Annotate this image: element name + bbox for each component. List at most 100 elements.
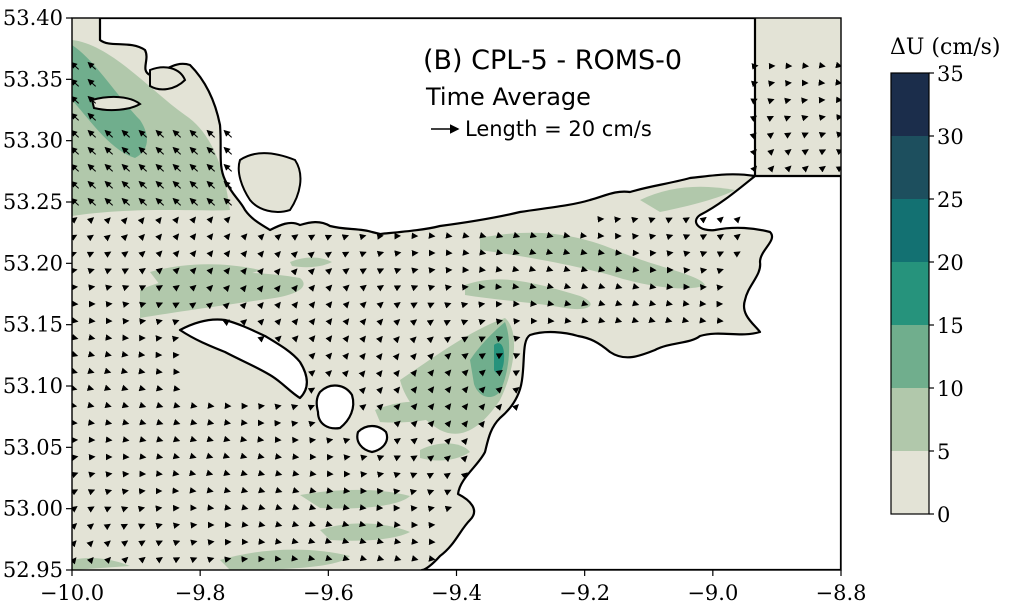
current-vector [173, 402, 181, 409]
current-vector [580, 248, 588, 256]
current-vector [138, 285, 147, 292]
current-vector [241, 521, 249, 528]
current-vector [341, 251, 350, 258]
current-vector [512, 387, 520, 394]
current-vector [86, 523, 95, 531]
current-vector [325, 284, 333, 292]
current-vector [393, 285, 402, 292]
current-vector [274, 453, 282, 460]
current-vector [207, 402, 215, 409]
current-vector [86, 217, 95, 224]
current-vector [409, 488, 418, 496]
current-vector [105, 436, 113, 443]
current-vector [580, 265, 588, 273]
current-vector [546, 282, 554, 290]
contour-patch-south-4 [320, 523, 410, 541]
current-vector [139, 453, 147, 460]
current-vector [307, 404, 315, 411]
current-vector [138, 401, 147, 409]
current-vector [189, 250, 197, 258]
colorbar-swatch [891, 73, 929, 136]
current-vector [88, 284, 96, 291]
current-vector [478, 318, 486, 326]
current-vector [512, 265, 520, 273]
current-vector [121, 384, 129, 392]
current-vector [207, 504, 215, 511]
current-vector [104, 556, 112, 564]
current-vector [105, 419, 113, 426]
current-vector [733, 251, 741, 258]
current-vector [121, 197, 131, 206]
current-vector [767, 98, 775, 105]
current-vector [392, 353, 400, 361]
current-vector [121, 251, 129, 258]
current-vector [342, 284, 350, 292]
current-vector [324, 370, 333, 378]
current-vector [495, 369, 503, 377]
current-vector [290, 404, 299, 411]
y-tick-label: 53.20 [3, 251, 63, 275]
current-vector [326, 487, 334, 494]
current-vector [205, 302, 213, 310]
contour-patch-mid-1 [290, 257, 332, 268]
current-vector [256, 267, 264, 276]
current-vector [121, 556, 129, 564]
current-vector [444, 284, 453, 291]
current-vector [308, 301, 316, 309]
current-vector [223, 486, 231, 494]
current-vector [258, 521, 266, 528]
current-vector [460, 437, 468, 446]
current-vector [359, 404, 367, 411]
current-vector [733, 233, 741, 241]
x-tick-label: −8.8 [816, 581, 867, 605]
current-vector [444, 403, 452, 411]
current-vector [444, 505, 453, 513]
current-vector [138, 540, 146, 547]
delta-u-contours [72, 40, 735, 570]
colorbar-tick-label: 30 [937, 125, 964, 149]
current-vector [189, 180, 199, 189]
current-vector [291, 284, 298, 293]
current-vector [359, 335, 366, 343]
current-vector [292, 470, 300, 477]
current-vector [409, 319, 418, 326]
current-vector [156, 453, 164, 460]
current-vector [139, 436, 147, 443]
current-vector [258, 504, 266, 511]
current-vector [564, 317, 572, 324]
current-vector [207, 556, 215, 564]
current-vector [341, 537, 350, 544]
current-vector [801, 114, 809, 122]
current-vector [615, 283, 623, 290]
colorbar-swatch [891, 325, 929, 388]
current-vector [223, 163, 233, 172]
current-vector [172, 250, 180, 258]
current-vector [275, 520, 283, 528]
current-vector [103, 217, 111, 225]
current-vector [801, 132, 809, 139]
current-vector [308, 284, 315, 292]
current-vector [222, 284, 230, 293]
current-vector [376, 318, 384, 326]
current-vector [375, 353, 383, 361]
current-vector [105, 284, 113, 291]
current-vector [206, 435, 214, 443]
current-vector [325, 352, 333, 360]
current-vector [308, 520, 316, 528]
current-vector [751, 63, 759, 70]
current-vector [88, 317, 96, 324]
current-vector [274, 335, 282, 343]
plot-title: (B) CPL-5 - ROMS-0 [423, 45, 682, 76]
current-vector [358, 352, 366, 361]
current-vector [172, 233, 180, 241]
current-vector [528, 265, 537, 272]
current-vector [325, 503, 334, 511]
current-vector [818, 114, 826, 121]
current-vector [598, 299, 606, 307]
current-vector [137, 217, 145, 225]
current-vector [783, 115, 792, 122]
current-vector [835, 149, 841, 156]
current-vector [172, 539, 181, 547]
contour-patch-band-5 [640, 186, 735, 212]
current-vector [308, 420, 316, 428]
